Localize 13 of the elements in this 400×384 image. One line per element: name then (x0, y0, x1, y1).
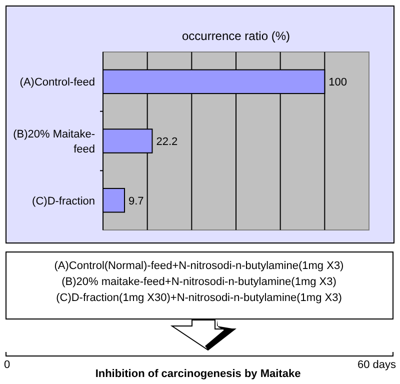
text: 0 (4, 359, 10, 371)
text: (C)D-fraction(1mg X30)+N-nitrosodi-n-butylamine(1mg X3) (56, 292, 342, 304)
text: (A)Control(Normal)-feed+N-nitrosodi-n-butylamine(1mg X3) (54, 260, 344, 272)
chart-title: occurrence ratio (%) (182, 29, 290, 43)
data-label: 100 (328, 76, 348, 89)
text: 60 days (357, 359, 396, 371)
y-tick-label: (C)D-fraction (32, 195, 95, 208)
y-tick-label: (A)Control-feed (20, 76, 95, 89)
data-label: 9.7 (128, 195, 144, 208)
data-label: 22.2 (156, 136, 178, 148)
text: (B)20% maitake-feed+N-nitrosodi-n-butylamine(1mg X3) (62, 276, 336, 288)
y-tick-label: (B)20% Maitake-feed (13, 128, 96, 156)
text: Inhibition of carcinogenesis by Maitake (95, 368, 301, 380)
